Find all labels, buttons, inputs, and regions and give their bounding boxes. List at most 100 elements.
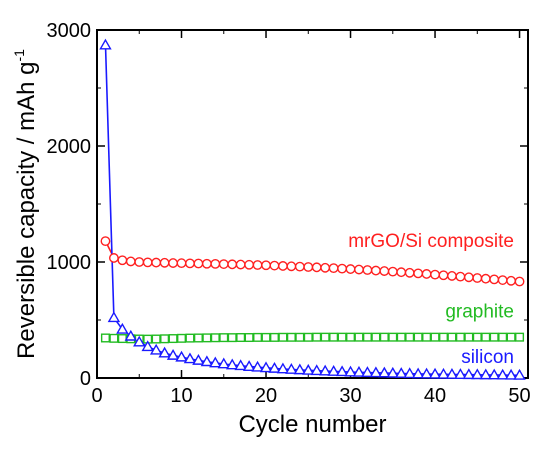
- data-point-triangle: [318, 364, 332, 376]
- plot-area: [96, 29, 529, 379]
- data-point-triangle: [133, 335, 146, 347]
- data-point-square: [320, 332, 330, 342]
- data-point-circle: [413, 268, 424, 279]
- data-point-triangle: [487, 368, 501, 380]
- data-point-triangle: [335, 365, 349, 377]
- data-point-triangle: [116, 322, 129, 334]
- data-point-triangle: [327, 364, 340, 376]
- data-point-square: [498, 332, 508, 342]
- data-point-triangle: [386, 366, 399, 378]
- data-point-triangle: [454, 368, 467, 379]
- x-tick-label: 10: [170, 385, 192, 407]
- data-point-circle: [489, 274, 500, 285]
- data-point-circle: [168, 258, 178, 268]
- y-axis-title-main: Reversible capacity / mAh g: [13, 61, 40, 358]
- data-point-triangle: [428, 367, 442, 379]
- data-point-circle: [379, 266, 390, 276]
- series-line-2: [104, 45, 520, 377]
- data-point-square: [472, 332, 482, 342]
- data-point-triangle: [403, 367, 416, 379]
- data-point-triangle: [217, 357, 230, 369]
- y-axis-title: Reversible capacity / mAh g-1: [11, 49, 40, 359]
- data-point-circle: [294, 261, 305, 272]
- data-point-triangle: [226, 358, 239, 370]
- data-point-square: [286, 332, 296, 342]
- data-point-triangle: [504, 368, 518, 380]
- data-point-triangle: [445, 367, 459, 379]
- data-point-square: [168, 334, 178, 344]
- y-tick-label: 3000: [47, 20, 92, 42]
- data-point-circle: [117, 255, 128, 266]
- data-point-square: [337, 332, 347, 342]
- data-point-square: [253, 332, 263, 342]
- data-point-triangle: [209, 356, 222, 368]
- data-point-triangle: [420, 367, 433, 379]
- data-point-circle: [455, 271, 466, 282]
- data-point-square: [117, 334, 127, 344]
- data-point-circle: [278, 261, 288, 271]
- data-point-square: [354, 332, 364, 342]
- data-point-square: [109, 333, 119, 343]
- data-point-square: [303, 332, 313, 342]
- plot-frame: [96, 29, 529, 379]
- data-point-circle: [354, 264, 364, 275]
- data-point-triangle: [471, 368, 484, 380]
- data-point-triangle: [259, 361, 273, 373]
- data-point-square: [193, 333, 203, 343]
- data-point-circle: [286, 261, 297, 272]
- data-point-circle: [337, 263, 347, 274]
- data-point-circle: [311, 262, 322, 273]
- data-point-triangle: [99, 38, 112, 50]
- x-tick-label: 30: [339, 385, 361, 407]
- data-point-square: [405, 332, 415, 342]
- data-point-square: [269, 332, 279, 342]
- y-axis: 0 1000 2000 3000: [47, 20, 528, 390]
- data-point-square: [464, 332, 474, 342]
- data-point-square: [506, 332, 516, 342]
- data-point-circle: [109, 253, 119, 263]
- data-point-triangle: [479, 368, 492, 380]
- data-point-circle: [438, 270, 449, 281]
- series-markers: [99, 38, 526, 380]
- data-point-circle: [421, 269, 432, 279]
- data-point-square: [362, 332, 372, 342]
- x-axis-title: Cycle number: [238, 411, 386, 438]
- data-point-circle: [404, 267, 415, 278]
- data-point-circle: [506, 275, 516, 286]
- data-point-square: [346, 332, 356, 342]
- data-point-triangle: [276, 362, 290, 374]
- data-point-square: [227, 333, 237, 343]
- data-point-square: [151, 334, 161, 344]
- x-tick-label: 0: [91, 385, 102, 407]
- data-point-triangle: [361, 366, 374, 377]
- y-axis-title-superscript: -1: [11, 49, 27, 62]
- x-tick-label: 50: [508, 385, 530, 407]
- series-label-graphite: graphite: [445, 302, 514, 323]
- data-point-circle: [463, 272, 474, 283]
- data-point-triangle: [175, 350, 188, 362]
- data-point-square: [278, 332, 288, 342]
- data-point-circle: [227, 259, 238, 270]
- data-point-circle: [345, 264, 356, 274]
- data-point-circle: [210, 258, 221, 269]
- data-point-triangle: [395, 367, 408, 378]
- data-point-square: [185, 333, 195, 343]
- data-point-square: [329, 332, 339, 342]
- data-point-circle: [176, 258, 187, 269]
- data-point-circle: [159, 257, 170, 268]
- data-point-circle: [151, 257, 162, 268]
- data-point-triangle: [268, 361, 281, 373]
- data-point-circle: [370, 265, 381, 276]
- data-point-triangle: [251, 360, 264, 372]
- data-point-triangle: [234, 359, 247, 371]
- data-point-triangle: [107, 311, 121, 323]
- data-point-square: [100, 333, 110, 343]
- data-point-triangle: [378, 366, 391, 378]
- x-tick-label: 40: [424, 385, 446, 407]
- data-point-square: [422, 332, 432, 342]
- data-point-circle: [387, 266, 398, 277]
- data-point-circle: [193, 258, 204, 269]
- data-point-circle: [472, 273, 483, 283]
- data-point-square: [312, 332, 322, 342]
